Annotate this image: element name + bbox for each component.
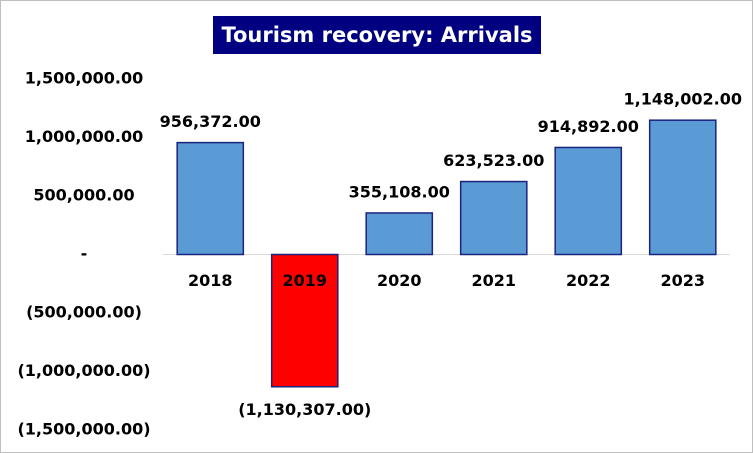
y-tick-label: (1,500,000.00) [17, 420, 150, 439]
bar [648, 119, 717, 256]
x-tick-label: 2018 [188, 271, 233, 290]
bar [270, 253, 339, 388]
value-label: 355,108.00 [349, 182, 450, 201]
value-label: (1,130,307.00) [238, 400, 371, 419]
bar [176, 141, 245, 256]
y-tick-label: 500,000.00 [33, 186, 134, 205]
bar [459, 180, 528, 256]
x-tick-label: 2020 [377, 271, 422, 290]
bar [365, 212, 434, 256]
y-tick-label: 1,500,000.00 [25, 69, 143, 88]
value-label: 956,372.00 [160, 112, 261, 131]
y-tick-label: (1,000,000.00) [17, 361, 150, 380]
y-tick-label: (500,000.00) [26, 303, 142, 322]
y-tick-label: - [81, 244, 88, 263]
x-tick-label: 2023 [660, 271, 705, 290]
y-tick-label: 1,000,000.00 [25, 127, 143, 146]
chart-title: Tourism recovery: Arrivals [221, 23, 532, 47]
value-label: 914,892.00 [538, 117, 639, 136]
value-label: 623,523.00 [443, 151, 544, 170]
x-tick-label: 2019 [282, 271, 327, 290]
x-tick-label: 2021 [471, 271, 516, 290]
x-tick-label: 2022 [566, 271, 611, 290]
value-label: 1,148,002.00 [624, 90, 742, 109]
title-box [213, 16, 541, 54]
bar [554, 146, 623, 256]
